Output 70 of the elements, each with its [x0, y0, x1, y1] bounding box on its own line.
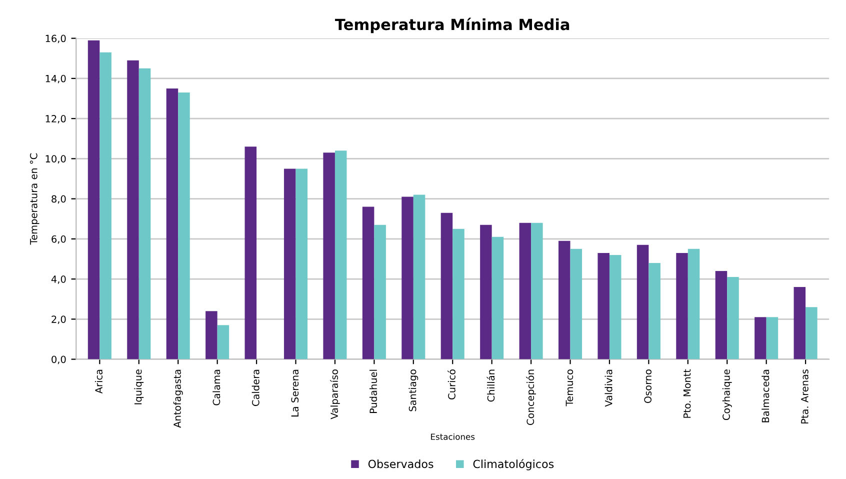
bar — [688, 248, 700, 360]
bar — [374, 224, 386, 360]
y-tick-label: 0,0 — [52, 356, 66, 364]
bar — [440, 212, 453, 360]
bar — [715, 270, 728, 360]
bar — [244, 146, 257, 360]
x-tick-label: Curicó — [448, 370, 456, 400]
x-tick-label: Concepción — [526, 370, 536, 425]
bar — [492, 236, 504, 360]
x-tick-label: Pto. Montt — [684, 369, 691, 418]
chart-title: Temperatura Mínima Media — [335, 18, 570, 34]
bar — [558, 240, 570, 360]
bar — [296, 168, 308, 360]
x-tick-label: Coyhaique — [722, 369, 732, 420]
bar — [413, 194, 426, 360]
bar — [794, 287, 806, 360]
bar — [452, 228, 464, 360]
bar — [727, 277, 739, 360]
bar — [284, 168, 296, 360]
bar — [648, 262, 660, 360]
y-tick-label: 2,0 — [52, 316, 66, 324]
x-tick-label: Valdivia — [604, 370, 612, 407]
x-tick-label: Santiago — [408, 370, 418, 412]
x-tick-label: Chillán — [486, 370, 495, 402]
bar — [636, 244, 649, 360]
bar — [570, 248, 582, 360]
bar — [323, 152, 335, 360]
y-tick-label: 14,0 — [46, 74, 66, 84]
x-tick-label: Balmaceda — [762, 370, 770, 422]
bar — [402, 196, 414, 360]
bar — [166, 88, 178, 360]
bar — [206, 311, 218, 360]
bar — [766, 317, 778, 360]
x-tick-label: Arica — [94, 370, 102, 394]
legend-label: Climatológicos — [473, 459, 554, 470]
x-tick-label: Temuco — [566, 370, 574, 406]
x-tick-label: Pta. Arenas — [801, 369, 808, 424]
bar — [480, 224, 492, 360]
y-tick-label: 8,0 — [52, 195, 66, 204]
bar — [676, 252, 688, 360]
y-tick-label: 12,0 — [46, 115, 66, 124]
bar — [100, 52, 112, 360]
legend-label: Observados — [368, 460, 434, 468]
bar — [88, 40, 100, 360]
bar — [178, 92, 190, 360]
bar — [754, 317, 766, 360]
x-axis-title: Estaciones — [431, 433, 475, 440]
x-tick-label: Iquique — [134, 369, 144, 404]
bar — [609, 254, 622, 360]
y-axis-title: Temperatura en °C — [30, 153, 40, 245]
y-tick-label: 16,0 — [46, 34, 66, 44]
bar — [217, 325, 230, 360]
bar — [531, 222, 543, 360]
bar — [127, 60, 139, 360]
bar — [806, 307, 818, 360]
bar — [138, 68, 151, 360]
y-tick-label: 6,0 — [52, 235, 66, 244]
bar — [598, 252, 610, 360]
x-tick-label: Valparaíso — [330, 370, 340, 420]
y-tick-label: 4,0 — [51, 275, 66, 284]
x-tick-label: Calama — [212, 370, 220, 406]
bar — [334, 150, 347, 360]
x-tick-label: Antofagasta — [173, 370, 183, 428]
bar — [519, 222, 532, 360]
x-tick-label: Caldera — [252, 370, 260, 406]
bar — [362, 206, 374, 360]
x-tick-label: Pudahuel — [369, 370, 377, 414]
y-tick-label: 10,0 — [46, 155, 66, 164]
x-tick-label: La Serena — [291, 370, 299, 417]
x-tick-label: Osorno — [644, 370, 652, 404]
